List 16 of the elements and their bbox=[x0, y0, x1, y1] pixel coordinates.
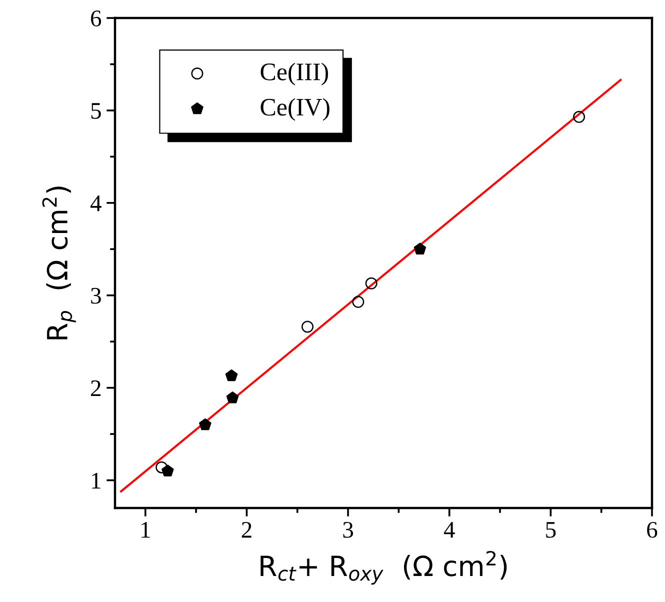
y-tick-label: 6 bbox=[91, 10, 102, 26]
legend-label: Ce(III) bbox=[260, 62, 328, 86]
y-axis-title: R$_{p}$ (Ω cm$^{2}$) bbox=[42, 186, 76, 340]
y-tick-label: 3 bbox=[91, 288, 101, 304]
legend-label: Ce(IV) bbox=[260, 98, 330, 121]
x-tick-label: 1 bbox=[142, 522, 150, 538]
y-tick-label: 2 bbox=[91, 380, 101, 396]
y-tick-label: 1 bbox=[92, 472, 100, 488]
x-tick-label: 5 bbox=[546, 522, 556, 538]
y-tick-label: 5 bbox=[91, 103, 101, 119]
x-tick-label: 2 bbox=[242, 522, 252, 538]
y-tick-label: 4 bbox=[90, 196, 102, 212]
x-tick-label: 4 bbox=[444, 522, 455, 538]
x-tick-label: 3 bbox=[343, 522, 354, 538]
x-axis-title: R$_{ct}$+ R$_{oxy}$ (Ω cm$^{2}$) bbox=[260, 550, 507, 585]
x-tick-label: 6 bbox=[647, 522, 658, 538]
